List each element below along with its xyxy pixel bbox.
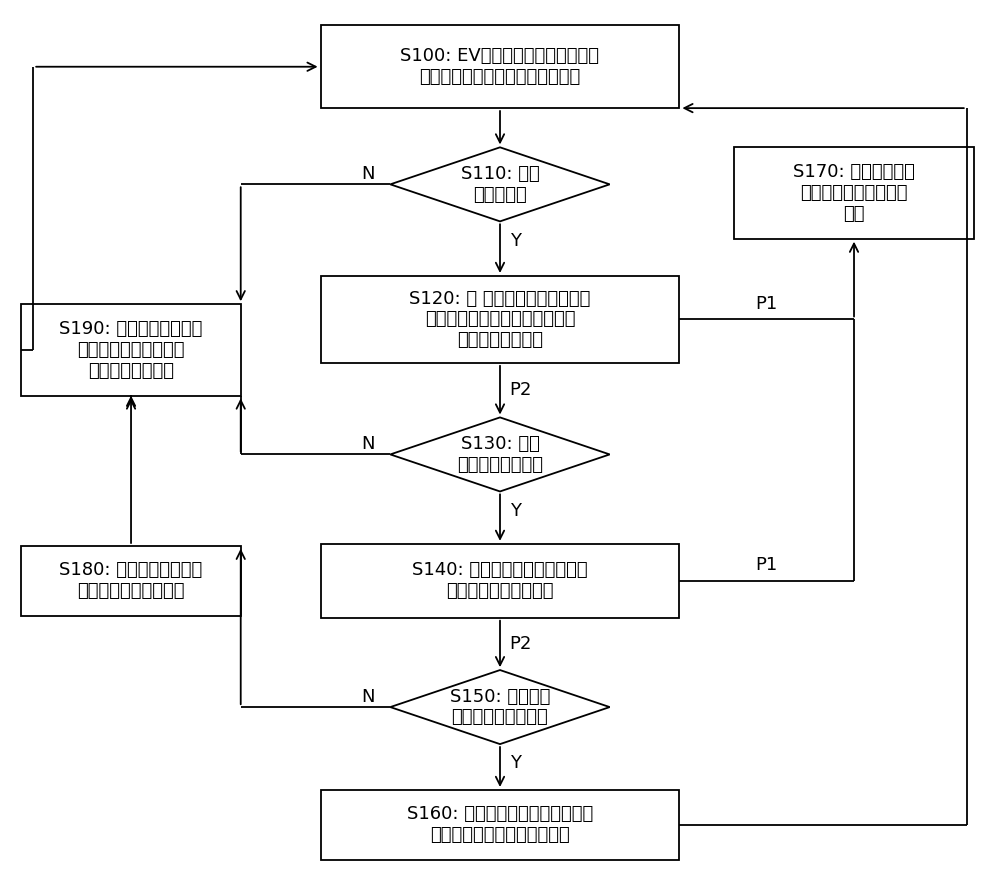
Text: S140: 连续控制电磁阀电流，推
动柱塞完成离合器结合: S140: 连续控制电磁阀电流，推 动柱塞完成离合器结合 <box>412 561 588 600</box>
Text: S160: 并联模式行驶，实时对比纯
电，串联和并联模式等效能耗: S160: 并联模式行驶，实时对比纯 电，串联和并联模式等效能耗 <box>407 805 593 844</box>
Text: Y: Y <box>510 232 521 250</box>
Text: P1: P1 <box>756 556 778 574</box>
Bar <box>320 276 679 363</box>
Bar <box>320 544 679 618</box>
Text: Y: Y <box>510 754 521 773</box>
Bar <box>21 546 241 615</box>
Bar <box>320 790 679 859</box>
Text: S190: 计算一次离合器无
法正常完成结合时，请
求结合离合器次数: S190: 计算一次离合器无 法正常完成结合时，请 求结合离合器次数 <box>59 320 203 379</box>
Text: P2: P2 <box>509 635 531 653</box>
Text: S170: 实时监测电磁
阀，驱动芯片通信故障
信息: S170: 实时监测电磁 阀，驱动芯片通信故障 信息 <box>793 163 915 223</box>
Text: S150: 是否满足
离合器结合完成条件: S150: 是否满足 离合器结合完成条件 <box>450 688 550 726</box>
Polygon shape <box>390 148 610 221</box>
Bar <box>734 148 974 239</box>
Bar <box>21 304 241 396</box>
Text: Y: Y <box>510 502 521 520</box>
Polygon shape <box>390 670 610 744</box>
Polygon shape <box>390 418 610 491</box>
Text: N: N <box>362 165 375 183</box>
Text: S120: 以 驱动电机到离合器从动
盘的转速为控制目标，运用发电
机调节发动机转速: S120: 以 驱动电机到离合器从动 盘的转速为控制目标，运用发电 机调节发动机… <box>409 289 591 350</box>
Text: P1: P1 <box>756 295 778 313</box>
Text: S110: 是否
有并联请求: S110: 是否 有并联请求 <box>461 165 539 204</box>
Text: P2: P2 <box>509 381 531 399</box>
Text: S130: 是否
满足进入并联条件: S130: 是否 满足进入并联条件 <box>457 435 543 474</box>
Text: S180: 计算结合过程持续
时间，检查电磁阀电流: S180: 计算结合过程持续 时间，检查电磁阀电流 <box>59 561 203 600</box>
Text: N: N <box>362 688 375 705</box>
Text: S100: EV或串联模式行驶，实时对
比纯电，串联和并联模式等效能耗: S100: EV或串联模式行驶，实时对 比纯电，串联和并联模式等效能耗 <box>400 47 600 87</box>
Bar <box>320 25 679 108</box>
Text: N: N <box>362 435 375 453</box>
